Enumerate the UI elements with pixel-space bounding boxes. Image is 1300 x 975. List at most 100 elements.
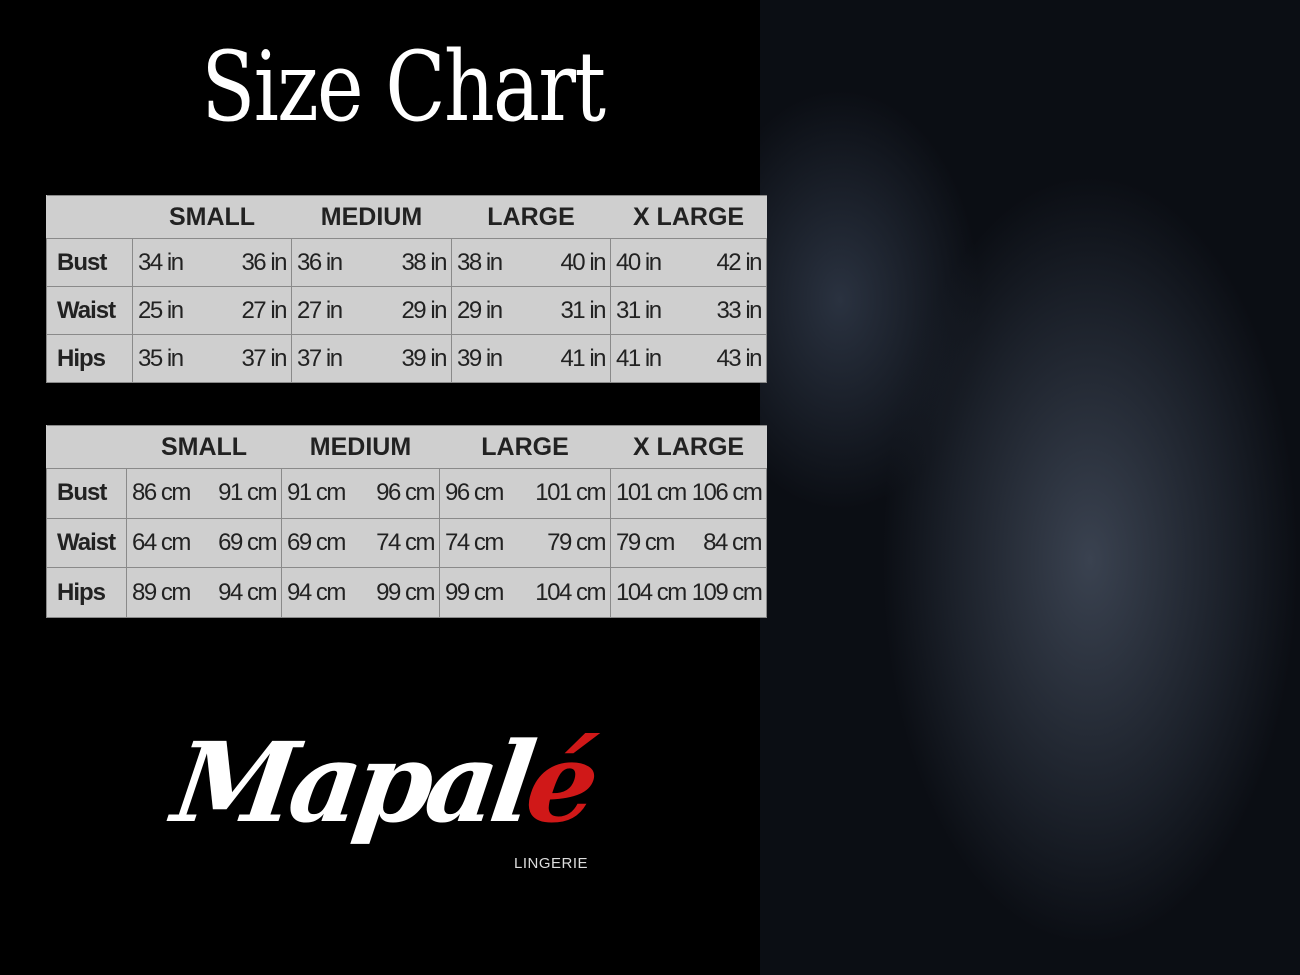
measure-label: Bust [46, 468, 127, 519]
measure-value: 106 cm [691, 479, 763, 507]
size-cell: 37 in 39 in [291, 334, 452, 383]
size-range: 89 cm 94 cm [128, 578, 281, 607]
measure-value: 39 in [401, 344, 447, 372]
measure-value: 79 cm [547, 528, 606, 556]
size-header: MEDIUM [281, 425, 440, 469]
size-range: 41 in 43 in [612, 345, 766, 373]
size-table-centimeters: SMALL MEDIUM LARGE X LARGE Bust 86 cm 91 cm 91 … [46, 425, 767, 618]
size-range: 35 in 37 in [134, 344, 291, 373]
measure-value: 101 cm [616, 479, 687, 507]
measure-value: 79 cm [616, 528, 675, 556]
measure-value: 25 in [138, 296, 184, 324]
size-header: X LARGE [610, 195, 767, 239]
size-range: 36 in 38 in [293, 248, 451, 277]
measure-label: Hips [46, 334, 133, 383]
size-range: 74 cm 79 cm [441, 528, 610, 557]
size-range: 31 in 33 in [612, 296, 766, 325]
measure-value: 101 cm [535, 479, 606, 507]
measure-value: 91 cm [287, 479, 346, 507]
table-row: Waist 64 cm 69 cm 69 cm 74 cm 74 cm 79 cm 79 cm… [46, 517, 767, 569]
table-row: Hips 35 in 37 in 37 in 39 in 39 in 41 in 41 in 4… [46, 334, 767, 383]
size-range: 38 in 40 in [453, 248, 610, 277]
size-table-inches: SMALL MEDIUM LARGE X LARGE Bust 34 in 36 in 36 … [46, 195, 767, 383]
corner-cell [46, 195, 133, 239]
size-cell: 38 in 40 in [451, 238, 611, 287]
measure-value: 29 in [401, 296, 447, 324]
measure-value: 91 cm [218, 479, 277, 507]
size-cell: 79 cm 84 cm [610, 517, 767, 569]
size-cell: 99 cm 104 cm [439, 567, 611, 618]
size-range: 29 in 31 in [453, 296, 610, 325]
size-header: X LARGE [610, 425, 767, 469]
measure-label: Waist [46, 286, 133, 335]
size-cell: 64 cm 69 cm [126, 517, 282, 569]
measure-value: 35 in [138, 344, 184, 372]
size-range: 104 cm 109 cm [612, 578, 766, 607]
measure-value: 33 in [716, 296, 762, 324]
measure-value: 42 in [716, 248, 762, 276]
header-row: SMALL MEDIUM LARGE X LARGE [46, 195, 767, 239]
size-cell: 40 in 42 in [610, 238, 767, 287]
brand-logo: Mapalé [166, 718, 601, 847]
size-range: 64 cm 69 cm [128, 529, 281, 557]
measure-value: 38 in [457, 248, 503, 276]
measure-value: 94 cm [287, 578, 346, 606]
size-header: SMALL [126, 425, 282, 469]
size-range: 101 cm 106 cm [612, 479, 766, 507]
size-range: 34 in 36 in [134, 248, 291, 277]
size-cell: 25 in 27 in [132, 286, 292, 335]
measure-value: 96 cm [445, 479, 504, 507]
size-cell: 101 cm 106 cm [610, 468, 767, 519]
page-title: Size Chart [201, 31, 606, 143]
table-row: Bust 34 in 36 in 36 in 38 in 38 in 40 in 40 in 4… [46, 238, 767, 287]
size-range: 25 in 27 in [134, 296, 291, 325]
size-cell: 31 in 33 in [610, 286, 767, 335]
size-range: 39 in 41 in [453, 344, 610, 373]
measure-value: 99 cm [376, 578, 435, 606]
size-cell: 41 in 43 in [610, 334, 767, 383]
measure-value: 86 cm [132, 479, 191, 507]
measure-value: 96 cm [376, 479, 435, 507]
measure-value: 36 in [297, 248, 343, 276]
size-cell: 104 cm 109 cm [610, 567, 767, 618]
size-range: 37 in 39 in [293, 344, 451, 373]
measure-value: 74 cm [376, 528, 435, 556]
measure-value: 109 cm [691, 578, 763, 606]
model-photo [760, 0, 1300, 975]
brand-tagline: LINGERIE [514, 855, 589, 872]
size-range: 86 cm 91 cm [128, 479, 281, 507]
measure-value: 38 in [401, 248, 447, 276]
size-range: 99 cm 104 cm [441, 578, 610, 607]
size-range: 79 cm 84 cm [612, 528, 766, 557]
measure-value: 37 in [241, 344, 287, 372]
table-row: Hips 89 cm 94 cm 94 cm 99 cm 99 cm 104 cm 104 c… [46, 567, 767, 618]
corner-cell [46, 425, 127, 469]
measure-value: 74 cm [445, 528, 504, 556]
measure-label: Waist [46, 517, 127, 569]
table-row: Waist 25 in 27 in 27 in 29 in 29 in 31 in 31 in… [46, 286, 767, 335]
measure-value: 34 in [138, 248, 184, 276]
size-range: 40 in 42 in [612, 248, 766, 277]
measure-value: 31 in [616, 296, 662, 324]
measure-value: 37 in [297, 344, 343, 372]
size-cell: 91 cm 96 cm [281, 468, 440, 519]
measure-value: 41 in [560, 344, 606, 372]
measure-value: 40 in [616, 248, 662, 276]
measure-value: 99 cm [445, 578, 504, 606]
size-range: 94 cm 99 cm [283, 578, 439, 607]
measure-value: 39 in [457, 344, 503, 372]
measure-value: 89 cm [132, 578, 191, 606]
size-cell: 94 cm 99 cm [281, 567, 440, 618]
size-cell: 96 cm 101 cm [439, 468, 611, 519]
brand-name: Mapal [166, 718, 538, 847]
size-cell: 74 cm 79 cm [439, 517, 611, 569]
size-header: LARGE [451, 195, 611, 239]
table-row: Bust 86 cm 91 cm 91 cm 96 cm 96 cm 101 cm 101 c… [46, 468, 767, 519]
measure-value: 40 in [560, 248, 606, 276]
size-cell: 39 in 41 in [451, 334, 611, 383]
size-header: MEDIUM [291, 195, 452, 239]
size-cell: 36 in 38 in [291, 238, 452, 287]
size-header: LARGE [439, 425, 611, 469]
measure-value: 27 in [241, 296, 287, 324]
measure-value: 31 in [560, 296, 606, 324]
